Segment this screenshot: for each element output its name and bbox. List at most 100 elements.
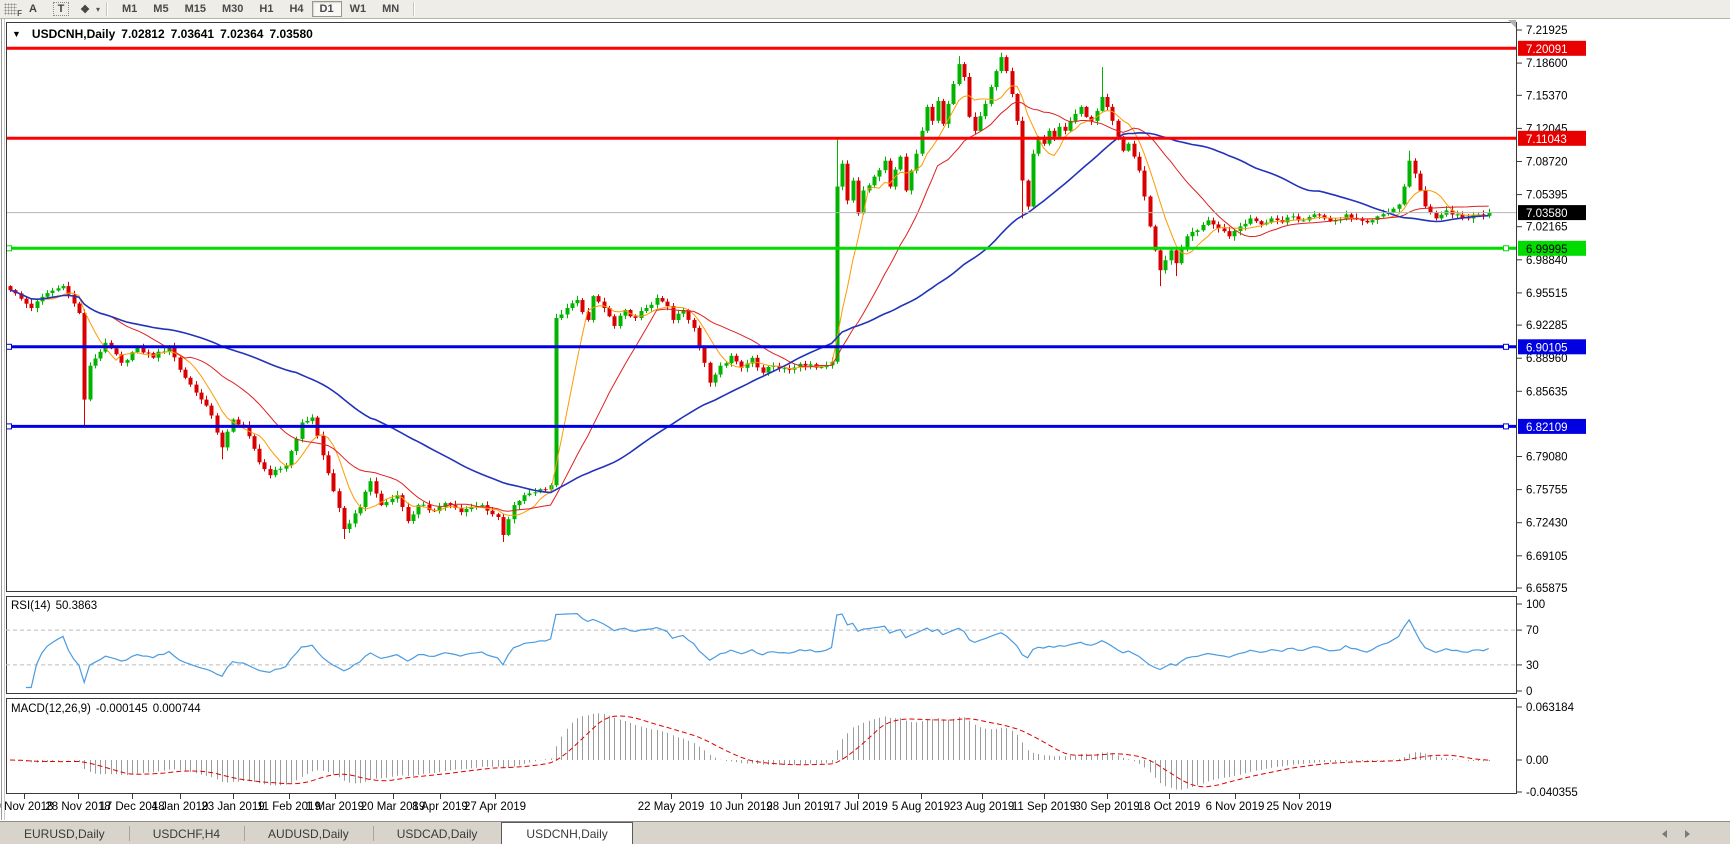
price-label-box[interactable]	[1518, 40, 1586, 56]
timeframe-button-w1[interactable]: W1	[349, 3, 367, 15]
candle-body	[835, 186, 840, 362]
candle-body	[411, 514, 416, 521]
timeframe-button-m15[interactable]: M15	[184, 3, 206, 15]
candle-body	[1466, 217, 1471, 219]
chart-tab-usdcad[interactable]: USDCAD,Daily	[372, 822, 502, 844]
candle	[1402, 184, 1407, 206]
timeframe-button-h4[interactable]: H4	[289, 3, 304, 15]
date-axis-label: 17 Dec 2018	[99, 801, 164, 813]
candle	[649, 302, 654, 312]
date-axis-label: 5 Aug 2019	[892, 801, 950, 813]
timeframe-button-mn[interactable]: MN	[382, 3, 400, 15]
candle-body	[480, 505, 485, 507]
price-axis-tick-label: 6.95515	[1526, 288, 1568, 300]
date-axis-label: 1 Mar 2019	[306, 801, 364, 813]
candle	[1105, 93, 1110, 111]
rsi-line	[25, 612, 1489, 689]
candle-body	[1222, 228, 1227, 232]
candle	[771, 362, 776, 371]
candle	[920, 127, 925, 156]
chart-tab-audusd[interactable]: AUDUSD,Daily	[244, 822, 373, 844]
candle-body	[1232, 230, 1237, 237]
line-handle[interactable]	[6, 423, 12, 430]
candle	[1031, 149, 1036, 208]
macd-pane-border	[6, 698, 1517, 794]
price-label-box[interactable]	[1518, 339, 1586, 355]
timeframe-button-m30[interactable]: M30	[221, 3, 244, 15]
candle	[300, 419, 305, 443]
chart-tab-usdcnh[interactable]: USDCNH,Daily	[501, 822, 633, 844]
candle	[1248, 214, 1253, 226]
candle-body	[1110, 106, 1115, 121]
candle	[1333, 217, 1338, 225]
line-handle[interactable]	[1503, 245, 1509, 252]
candle	[533, 488, 538, 496]
candle	[946, 100, 951, 128]
candle-body	[676, 313, 681, 320]
cursor-a-icon[interactable]: A	[29, 3, 37, 15]
scroll-anchor-marker[interactable]	[1508, 20, 1516, 28]
candle-body	[1211, 220, 1216, 225]
candle-body	[1190, 231, 1195, 237]
date-axis-label: 28 Jun 2019	[766, 801, 829, 813]
candle-body	[925, 106, 930, 131]
candle-body	[464, 509, 469, 513]
line-handle[interactable]	[6, 343, 12, 350]
candle-body	[957, 64, 962, 84]
candle	[973, 112, 978, 134]
chart-tab-usdchf[interactable]: USDCHF,H4	[128, 822, 244, 844]
candle	[437, 502, 442, 514]
symbol-list-toggle-icon[interactable]: ▼	[12, 29, 21, 39]
price-label-text: 6.82109	[1526, 422, 1568, 434]
shapes-icon[interactable]: ❖	[80, 3, 90, 16]
line-handle[interactable]	[6, 245, 12, 252]
candle	[1423, 186, 1428, 209]
candle-body	[215, 415, 220, 433]
text-tool-icon[interactable]: T	[53, 2, 69, 16]
grid-f-icon[interactable]: F	[4, 3, 22, 18]
rsi-indicator-label: RSI(14) 50.3863	[11, 600, 97, 612]
candle-body	[459, 507, 464, 513]
candle	[162, 347, 167, 354]
candle	[247, 421, 252, 439]
candle	[718, 362, 723, 378]
price-axis-tick-label: 7.15370	[1526, 90, 1568, 102]
candle	[580, 298, 585, 315]
line-handle[interactable]	[1503, 423, 1509, 430]
candle-body	[941, 100, 946, 124]
chart-tab-eurusd[interactable]: EURUSD,Daily	[24, 826, 105, 841]
candle	[125, 358, 130, 367]
price-label-box[interactable]	[1518, 205, 1586, 221]
timeframe-button-m5[interactable]: M5	[153, 3, 169, 15]
candle	[1487, 208, 1492, 219]
candle-body	[872, 176, 877, 186]
line-handle[interactable]	[1503, 343, 1509, 350]
candle	[612, 314, 617, 329]
candle-body	[522, 495, 527, 501]
tabs-scroll-right-icon[interactable]	[1685, 829, 1690, 838]
candle	[845, 160, 850, 205]
price-label-box[interactable]	[1518, 130, 1586, 146]
candle	[1010, 67, 1015, 98]
price-label-box[interactable]	[1518, 418, 1586, 434]
candle-body	[1079, 106, 1084, 114]
candle	[522, 492, 527, 504]
candle-body	[416, 505, 421, 515]
candle	[702, 346, 707, 368]
price-label-box[interactable]	[1518, 240, 1586, 256]
timeframe-button-d1[interactable]: D1	[311, 1, 342, 17]
timeframe-button-m1[interactable]: M1	[122, 3, 138, 15]
main-pane-border	[6, 22, 1517, 592]
candle	[930, 103, 935, 125]
candle-body	[1010, 71, 1015, 94]
macd-name: MACD(12,26,9)	[11, 703, 91, 715]
candle	[156, 348, 161, 362]
candle-body	[877, 170, 882, 177]
tabs-scroll-left-icon[interactable]	[1662, 829, 1667, 838]
candle-body	[1216, 224, 1221, 229]
dropdown-caret-icon[interactable]: ▾	[96, 4, 101, 14]
timeframe-button-h1[interactable]: H1	[259, 3, 274, 15]
candle-body	[512, 505, 517, 520]
candle	[453, 500, 458, 510]
candle	[1280, 216, 1285, 224]
